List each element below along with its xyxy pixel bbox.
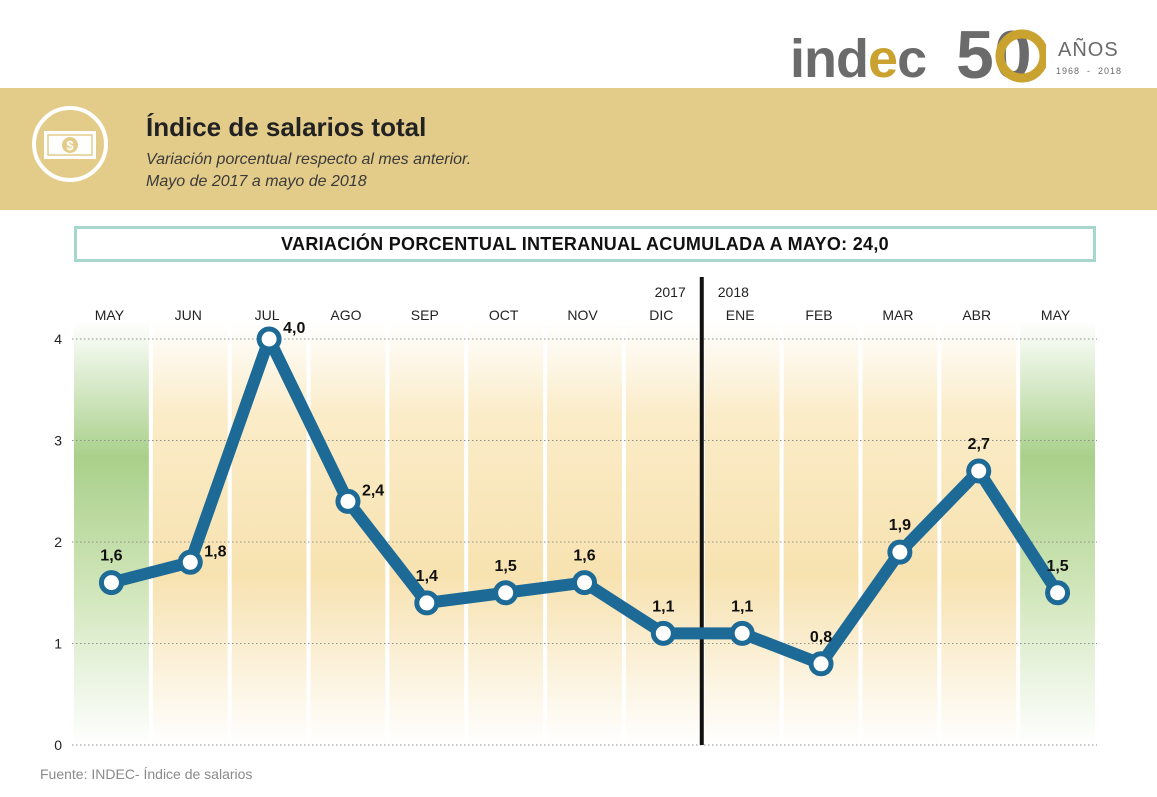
data-point	[1045, 580, 1071, 606]
data-label: 1,8	[204, 543, 226, 560]
column-band	[389, 322, 465, 745]
logo-letter: i	[790, 29, 805, 89]
data-label: 1,6	[573, 548, 595, 565]
data-point	[966, 458, 992, 484]
column-band	[468, 322, 544, 745]
data-label: 1,1	[731, 598, 753, 615]
grid-lines	[72, 277, 1097, 746]
data-label: 1,4	[416, 568, 438, 585]
y-tick-label: 0	[54, 737, 62, 753]
x-tick-label: ENE	[726, 307, 755, 323]
logo-letter: n	[804, 29, 837, 89]
column-band-highlight	[1020, 322, 1095, 745]
column-band	[783, 322, 859, 745]
data-label: 1,5	[1046, 558, 1068, 575]
data-label: 0,8	[810, 629, 832, 646]
x-tick-label: OCT	[489, 307, 519, 323]
data-label: 4,0	[283, 320, 305, 337]
subtitle-line-2: Mayo de 2017 a mayo de 2018	[146, 173, 367, 190]
data-label: 1,6	[100, 548, 122, 565]
column-band	[547, 322, 622, 745]
column-band	[152, 322, 228, 745]
line-chart: 0 1 2 3 4 2017 2018 MAY JUN JUL AGO SEP OCT NOV DIC ENE…	[54, 277, 1097, 753]
column-bands	[74, 322, 1095, 745]
data-point	[493, 580, 519, 606]
column-band	[941, 322, 1017, 745]
y-tick-label: 4	[54, 331, 62, 347]
page-subtitle: Variación porcentual respecto al mes ant…	[146, 149, 471, 193]
data-label: 2,7	[968, 436, 990, 453]
y-tick-label: 2	[54, 534, 62, 550]
x-tick-label: JUN	[175, 307, 202, 323]
logo-anios-text: AÑOS	[1058, 39, 1119, 61]
svg-text:$: $	[66, 138, 74, 153]
logo-gold-ring	[995, 29, 1046, 83]
x-tick-label: SEP	[411, 307, 439, 323]
logo-letter: c	[897, 29, 927, 89]
data-label: 2,4	[362, 482, 384, 499]
data-point	[98, 570, 124, 596]
x-tick-label: DIC	[649, 307, 673, 323]
year-label-2018: 2018	[718, 284, 749, 300]
header-band: $ Índice de salarios total Variación por…	[0, 88, 1157, 210]
data-point	[256, 326, 282, 352]
column-band	[625, 322, 701, 745]
logo-years-text: 1968 - 2018	[1056, 66, 1123, 76]
data-point	[650, 620, 676, 646]
annual-variation-banner: VARIACIÓN PORCENTUAL INTERANUAL ACUMULAD…	[74, 226, 1096, 262]
x-tick-label: AGO	[330, 307, 361, 323]
data-point	[177, 549, 203, 575]
money-bill-icon: $	[32, 106, 108, 182]
data-point	[335, 488, 361, 514]
x-tick-label: ABR	[962, 307, 991, 323]
y-tick-label: 3	[54, 433, 62, 449]
x-tick-label: MAR	[882, 307, 913, 323]
logo-letter: e	[868, 29, 898, 89]
page-title: Índice de salarios total	[146, 112, 427, 142]
column-band	[704, 322, 780, 745]
logo-50-anniversary: 50	[956, 20, 1046, 86]
subtitle-line-1: Variación porcentual respecto al mes ant…	[146, 151, 472, 168]
logo-letter: d	[836, 29, 869, 89]
column-band-highlight	[74, 322, 149, 745]
data-point	[887, 539, 913, 565]
data-label: 1,5	[495, 558, 517, 575]
axis-labels: 0 1 2 3 4 2017 2018 MAY JUN JUL AGO SEP OCT NOV DIC ENE…	[54, 284, 1071, 753]
data-point	[729, 620, 755, 646]
x-tick-label: MAY	[1041, 307, 1071, 323]
x-tick-label: JUL	[255, 307, 280, 323]
logo-brand-text: indec	[790, 29, 927, 89]
data-point	[414, 590, 440, 616]
data-point	[572, 570, 597, 596]
data-label: 1,9	[889, 517, 911, 534]
y-tick-label: 1	[54, 636, 62, 652]
data-point	[808, 651, 834, 677]
data-label: 1,1	[652, 598, 674, 615]
indec-logo: indec 50 AÑOS 1968 - 2018	[790, 18, 1140, 88]
source-note: Fuente: INDEC- Índice de salarios	[40, 766, 253, 782]
x-tick-label: MAY	[95, 307, 125, 323]
x-tick-label: NOV	[567, 307, 598, 323]
x-tick-label: FEB	[805, 307, 832, 323]
data-series: 1,6 1,8 4,0 2,4 1,4 1,5 1,6 1,1 1,1 0,8 1,9 2,7 1,5	[98, 320, 1071, 677]
year-label-2017: 2017	[655, 284, 686, 300]
